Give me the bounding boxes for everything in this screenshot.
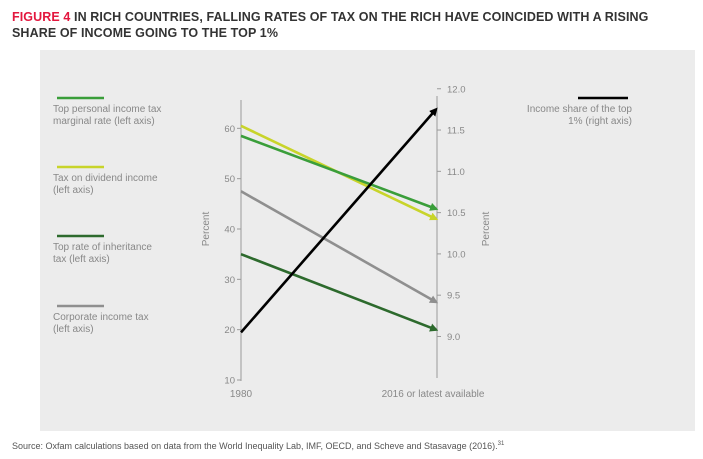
left-tick-label: 40 — [224, 225, 235, 236]
right-tick-label: 12.0 — [447, 84, 466, 95]
legend-label-corporate-income-tax-left-axis: Corporate income tax — [53, 312, 149, 323]
left-tick-label: 50 — [224, 174, 235, 185]
x-label-start: 1980 — [230, 389, 253, 400]
legend-label-income-share-of-the-top-1-right-axis: 1% (right axis) — [568, 116, 632, 127]
legend-label-top-rate-of-inheritance-tax-left-axis: tax (left axis) — [53, 254, 110, 265]
series-line-corporate-income-tax-left-axis — [240, 190, 439, 304]
chart-panel — [40, 50, 695, 431]
figure-number: FIGURE 4 — [12, 10, 71, 24]
source-footnote: 31 — [497, 441, 505, 447]
source-note: Source: Oxfam calculations based on data… — [12, 441, 504, 451]
figure-title: FIGURE 4 IN RICH COUNTRIES, FALLING RATE… — [12, 9, 692, 41]
right-tick-label: 9.5 — [447, 291, 460, 302]
left-tick-label: 30 — [224, 275, 235, 286]
left-tick-label: 60 — [224, 124, 235, 135]
left-tick-label: 20 — [224, 325, 235, 336]
right-tick-label: 11.5 — [447, 126, 465, 137]
series-line-top-rate-of-inheritance-tax-left-axis — [240, 252, 439, 332]
legend-label-top-personal-income-tax-marginal-rate-left-axis: marginal rate (left axis) — [53, 116, 155, 127]
series-line-income-share-of-the-top-1-right-axis — [240, 107, 438, 334]
legend-label-tax-on-dividend-income-left-axis: (left axis) — [53, 185, 94, 196]
legend-label-corporate-income-tax-left-axis: (left axis) — [53, 324, 94, 335]
right-tick-label: 11.0 — [447, 167, 465, 178]
source-text: Source: Oxfam calculations based on data… — [12, 441, 498, 451]
right-axis-title: Percent — [481, 212, 492, 247]
right-tick-label: 10.0 — [447, 249, 466, 260]
legend-label-top-personal-income-tax-marginal-rate-left-axis: Top personal income tax — [53, 104, 161, 115]
legend-label-top-rate-of-inheritance-tax-left-axis: Top rate of inheritance — [53, 242, 152, 253]
legend-label-income-share-of-the-top-1-right-axis: Income share of the top — [527, 104, 633, 115]
right-tick-label: 9.0 — [447, 332, 460, 343]
series-line-top-personal-income-tax-marginal-rate-left-axis — [240, 134, 439, 211]
left-axis-title: Percent — [201, 212, 212, 247]
legend-label-tax-on-dividend-income-left-axis: Tax on dividend income — [53, 173, 158, 184]
x-label-end: 2016 or latest available — [382, 389, 485, 400]
left-tick-label: 10 — [224, 376, 235, 387]
right-tick-label: 10.5 — [447, 208, 466, 219]
figure-title-text: IN RICH COUNTRIES, FALLING RATES OF TAX … — [12, 10, 649, 40]
